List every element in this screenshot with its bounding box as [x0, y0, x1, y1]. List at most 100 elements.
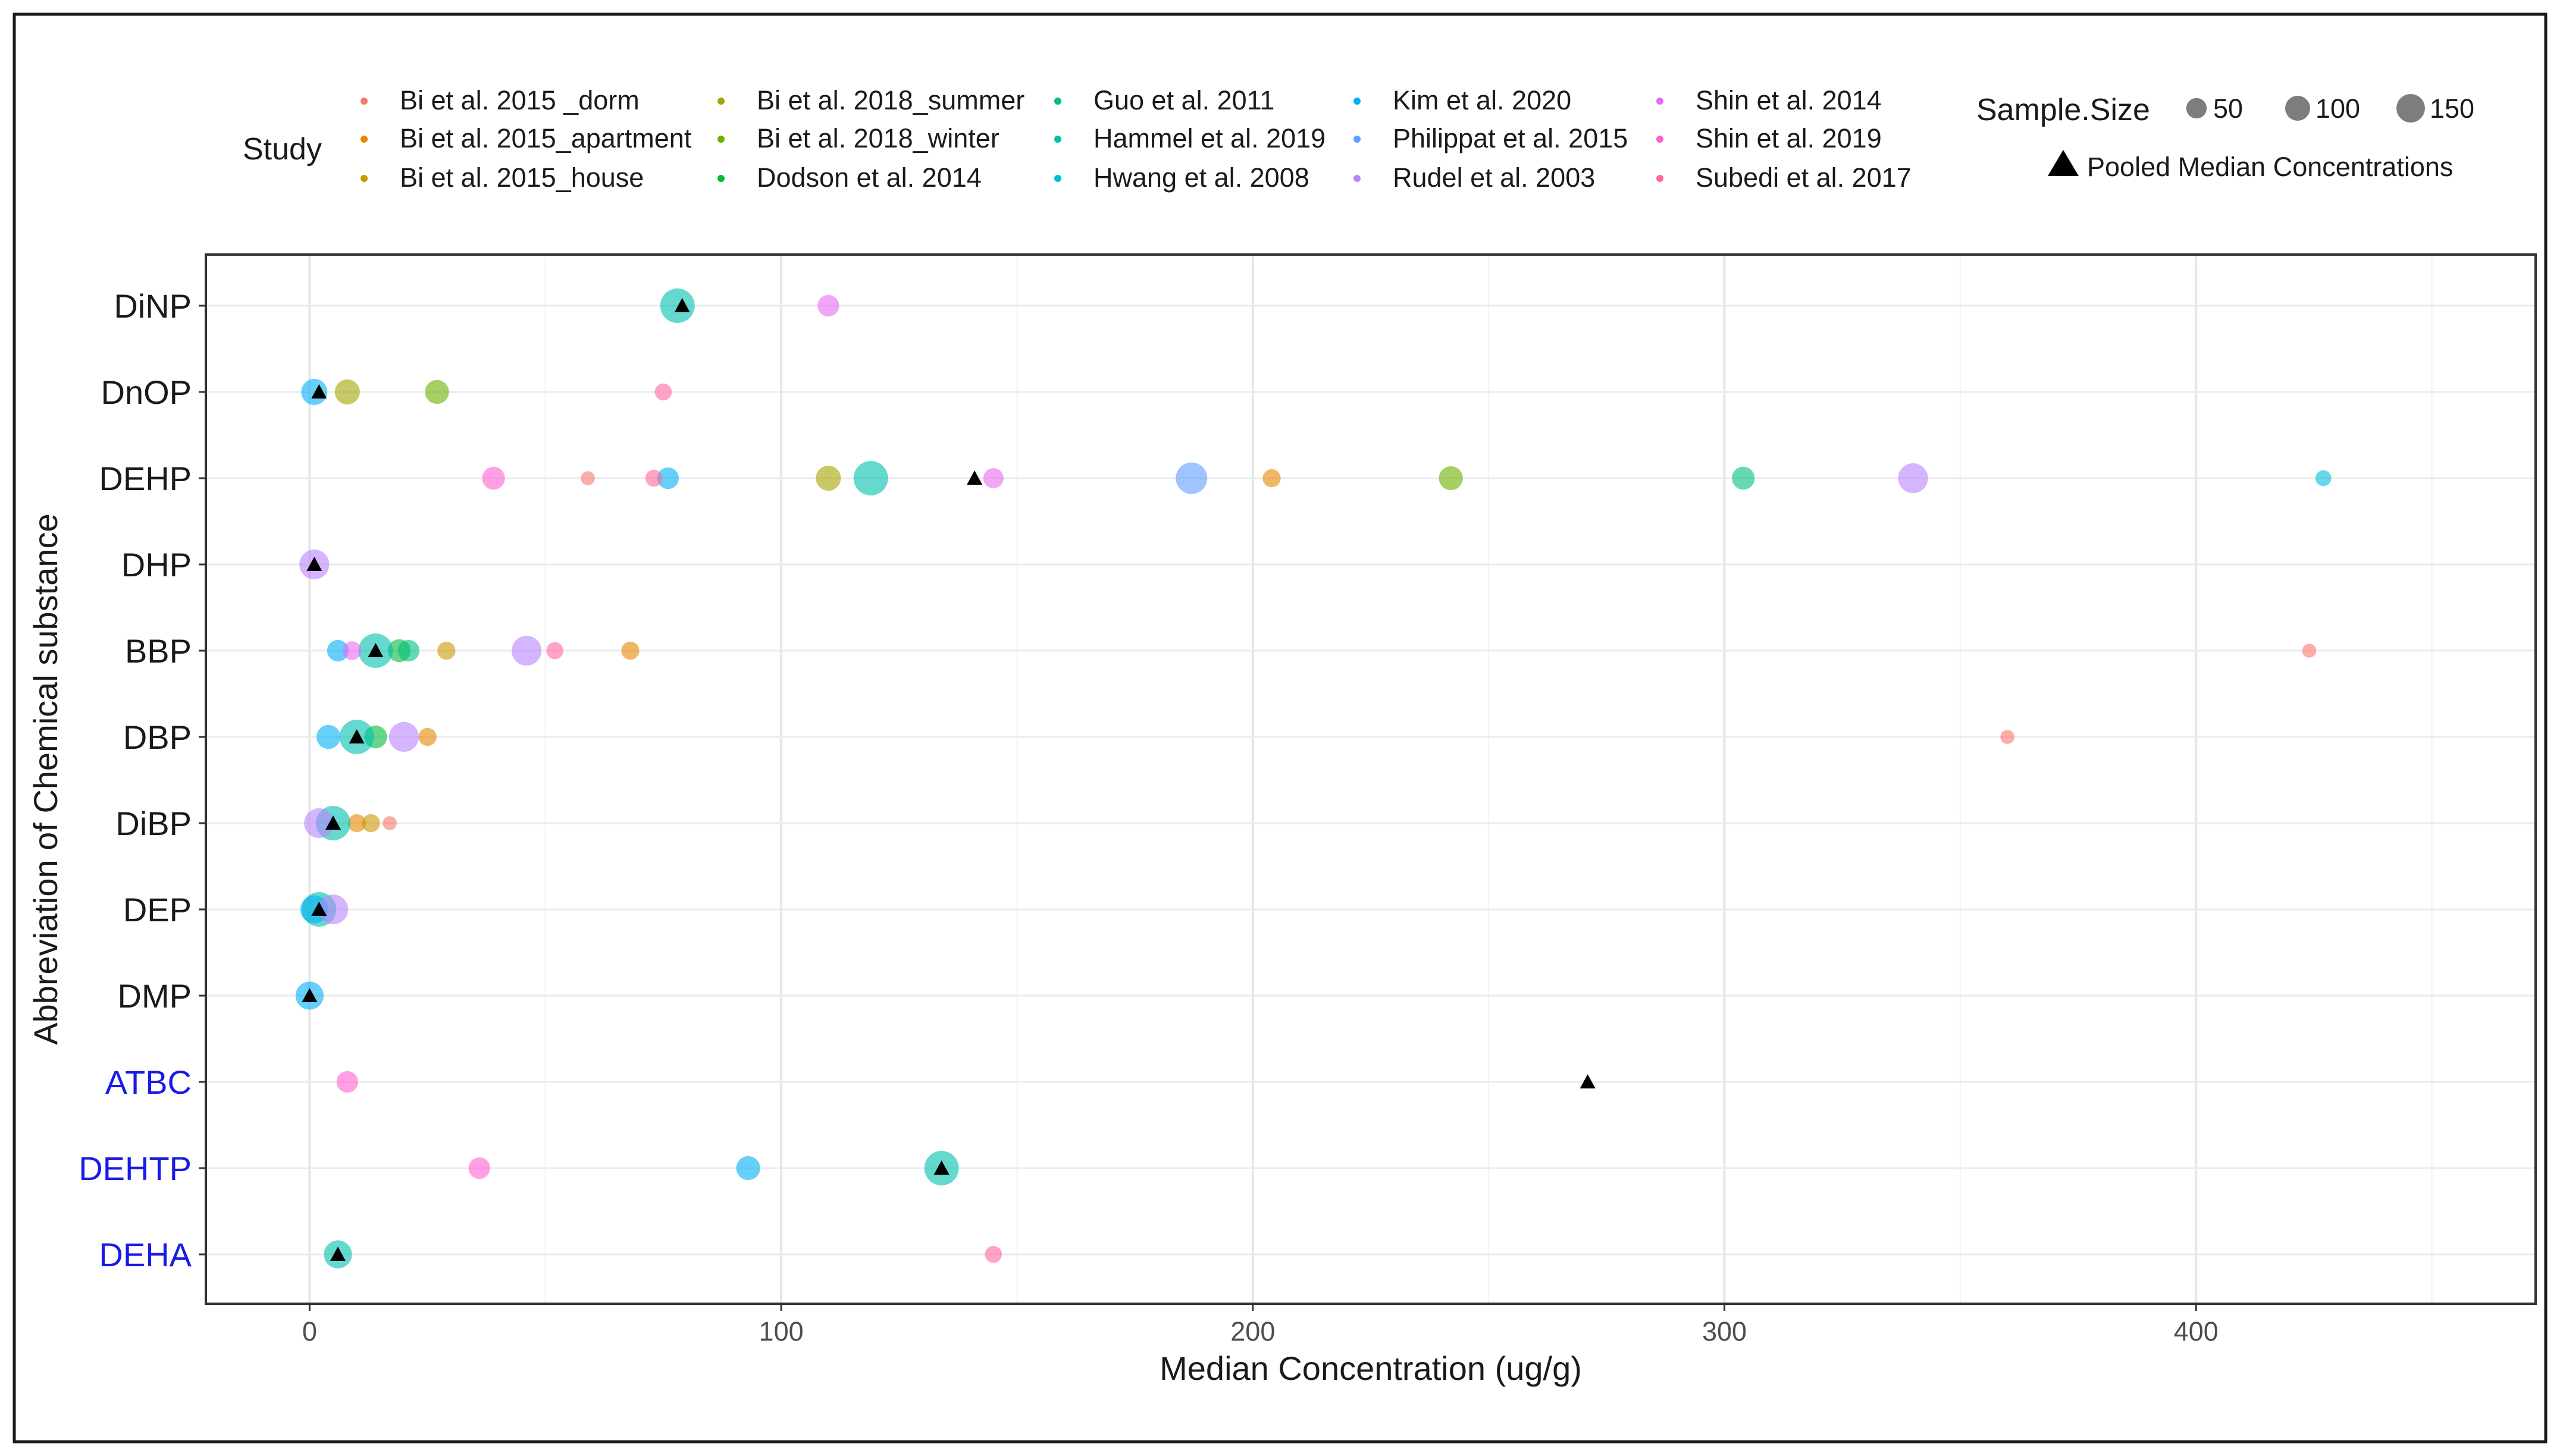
data-point — [853, 461, 888, 495]
data-point — [301, 379, 328, 405]
y-tick-label: DEP — [123, 891, 192, 928]
pooled-median-marker — [325, 815, 341, 830]
legend-size-label: 50 — [2213, 93, 2243, 124]
pooled-median-marker — [674, 298, 690, 313]
x-axis-ticks: 0 100 200 300 400 — [302, 1304, 2219, 1347]
y-tick-label: DEHA — [99, 1236, 192, 1273]
legend-study-label: Kim et al. 2020 — [1393, 85, 1571, 115]
pooled-median-marker — [311, 384, 327, 399]
legend-study-key — [1656, 98, 1663, 105]
legend-title-sample-size: Sample.Size — [1976, 93, 2150, 127]
data-point — [511, 635, 542, 666]
legend-study-label: Bi et al. 2015 _dorm — [400, 85, 640, 115]
legend-study-label: Bi et al. 2015_apartment — [400, 123, 692, 153]
legend-pooled-label: Pooled Median Concentrations — [2087, 152, 2453, 182]
data-point — [654, 383, 672, 401]
y-tick-label: DEHP — [99, 460, 192, 497]
data-point — [334, 379, 360, 405]
study-points — [295, 288, 2332, 1269]
data-point — [645, 469, 663, 487]
legend-study-label: Bi et al. 2018_winter — [757, 123, 999, 153]
pooled-median-marker — [311, 902, 327, 917]
plot-panel: DiNP DnOP DEHP DHP BBP DBP DiBP DEP DMP ATBC DEHTP… — [79, 253, 2537, 1347]
legend-study-key — [361, 136, 368, 143]
legend-study-label: Dodson et al. 2014 — [757, 162, 982, 193]
pooled-median-marker — [306, 557, 322, 572]
legend-size-key — [2285, 96, 2310, 121]
data-point — [985, 1245, 1002, 1263]
data-point — [1176, 462, 1208, 494]
legend-study-label: Hwang et al. 2008 — [1093, 162, 1309, 193]
legend-study-key — [717, 98, 725, 105]
legend-study-key — [1656, 136, 1663, 143]
legend-study-key — [1054, 136, 1061, 143]
legend-size-key — [2396, 94, 2425, 123]
data-point — [817, 294, 839, 317]
data-point — [347, 814, 366, 833]
legend-study-label: Shin et al. 2014 — [1696, 85, 1882, 115]
y-tick-label: DnOP — [101, 374, 192, 411]
data-point — [316, 724, 341, 749]
legend-pooled-triangle-icon — [2048, 150, 2079, 176]
legend-size-entries: 50 100 150 — [2186, 93, 2474, 124]
legend-study-key — [361, 98, 368, 105]
legend-study-key — [717, 136, 725, 143]
legend-study-key — [1054, 175, 1061, 182]
data-point — [362, 814, 380, 833]
legend-study-key — [1656, 175, 1663, 182]
pooled-median-marker — [967, 470, 983, 485]
pooled-median-marker — [330, 1247, 346, 1262]
legend-size-label: 150 — [2430, 93, 2474, 124]
pooled-median-marker — [349, 729, 365, 744]
y-tick-label: ATBC — [105, 1063, 192, 1101]
legend-study-label: Guo et al. 2011 — [1093, 85, 1274, 115]
plot-border — [205, 253, 2537, 1305]
data-point — [2315, 470, 2332, 487]
y-tick-label: DMP — [118, 977, 192, 1015]
data-point — [2302, 644, 2317, 658]
legend-size-key — [2186, 98, 2207, 119]
data-point — [736, 1156, 760, 1181]
data-point — [327, 639, 349, 662]
data-point — [1732, 466, 1755, 490]
data-point — [660, 288, 695, 323]
gridlines — [206, 255, 2536, 1304]
data-point — [816, 465, 841, 491]
data-point — [388, 721, 419, 752]
data-point — [621, 641, 640, 660]
legend-study-label: Philippat et al. 2015 — [1393, 123, 1628, 153]
x-tick-label: 400 — [2174, 1316, 2219, 1347]
x-axis-title: Median Concentration (ug/g) — [1160, 1350, 1582, 1387]
data-point — [657, 467, 679, 489]
plot-background — [206, 255, 2536, 1304]
data-point — [318, 894, 349, 925]
legend-study-key — [1054, 98, 1061, 105]
data-point — [1898, 463, 1928, 494]
data-point — [343, 641, 362, 660]
pooled-median-marker — [1580, 1074, 1596, 1089]
x-tick-label: 300 — [1702, 1316, 1747, 1347]
legend-size-label: 100 — [2315, 93, 2360, 124]
legend-study-key — [717, 175, 725, 182]
data-point — [304, 808, 334, 839]
data-point — [437, 641, 456, 660]
data-point — [418, 727, 437, 746]
y-tick-label: DEHTP — [79, 1150, 192, 1187]
legend-study-key — [1353, 136, 1361, 143]
legend-study-label: Hammel et al. 2019 — [1093, 123, 1326, 153]
legend-study-label: Subedi et al. 2017 — [1696, 162, 1912, 193]
legend-study-key — [361, 175, 368, 182]
legend-study-label: Rudel et al. 2003 — [1393, 162, 1595, 193]
legend-study-label: Bi et al. 2018_summer — [757, 85, 1024, 115]
legend-study-label: Shin et al. 2019 — [1696, 123, 1882, 153]
data-point — [1439, 466, 1463, 491]
data-point — [468, 1157, 490, 1179]
y-tick-label: DiBP — [115, 805, 192, 842]
y-axis-ticks: DiNP DnOP DEHP DHP BBP DBP DiBP DEP DMP ATBC DEHTP… — [79, 287, 206, 1273]
data-point — [397, 639, 420, 662]
data-point — [482, 466, 505, 490]
pooled-median-marker — [368, 643, 384, 658]
legend-study-key — [1353, 98, 1361, 105]
pooled-median-marker — [302, 988, 318, 1003]
